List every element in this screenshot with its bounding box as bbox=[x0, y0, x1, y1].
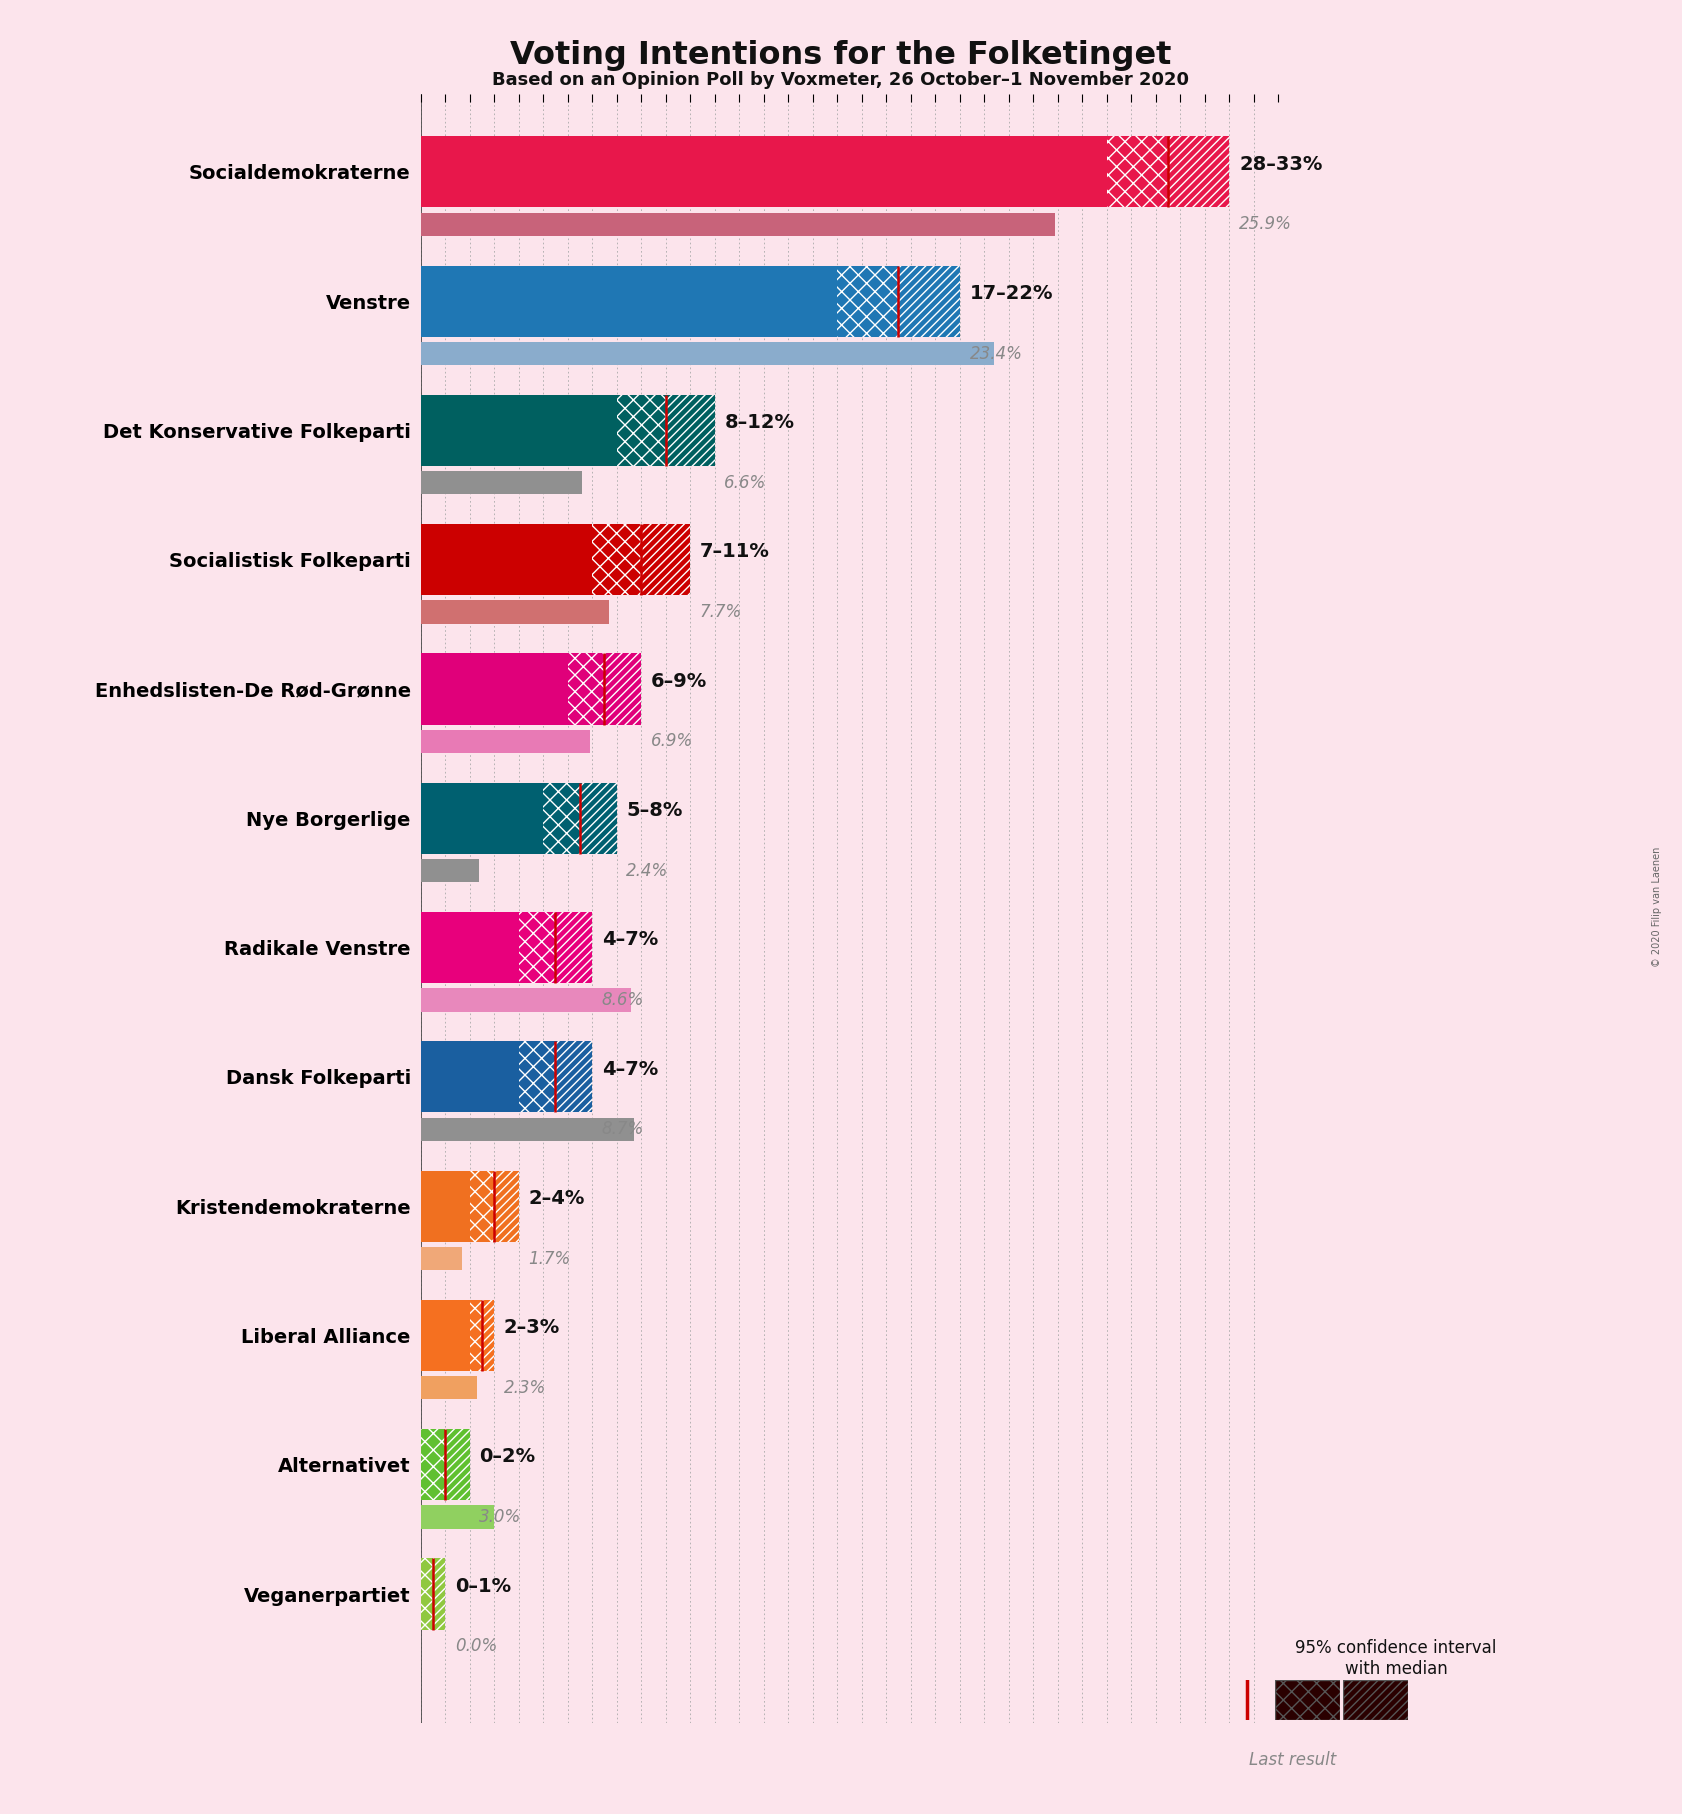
Text: 8–12%: 8–12% bbox=[725, 414, 794, 432]
Bar bbox=[420, 860, 479, 882]
Bar bbox=[838, 265, 898, 337]
Bar bbox=[617, 395, 666, 466]
Text: 2.4%: 2.4% bbox=[626, 862, 669, 880]
Bar bbox=[481, 1301, 495, 1371]
Bar bbox=[420, 1117, 634, 1141]
Bar bbox=[420, 472, 582, 495]
Text: 3.0%: 3.0% bbox=[479, 1507, 521, 1526]
Bar bbox=[420, 265, 838, 337]
Bar bbox=[420, 395, 617, 466]
Bar bbox=[420, 212, 1055, 236]
Text: Voting Intentions for the Folketinget: Voting Intentions for the Folketinget bbox=[510, 40, 1172, 71]
Bar bbox=[420, 1246, 463, 1270]
Bar bbox=[420, 600, 609, 624]
Bar bbox=[592, 524, 641, 595]
Text: 7–11%: 7–11% bbox=[700, 542, 770, 562]
Bar bbox=[469, 1301, 481, 1371]
Bar bbox=[567, 653, 604, 724]
Text: 23.4%: 23.4% bbox=[969, 345, 1023, 363]
Text: 17–22%: 17–22% bbox=[969, 285, 1053, 303]
Bar bbox=[420, 1377, 478, 1399]
Text: 6.6%: 6.6% bbox=[725, 473, 767, 492]
Text: Based on an Opinion Poll by Voxmeter, 26 October–1 November 2020: Based on an Opinion Poll by Voxmeter, 26… bbox=[493, 71, 1189, 89]
Bar bbox=[420, 1170, 469, 1243]
Text: 2.3%: 2.3% bbox=[505, 1379, 547, 1397]
Bar bbox=[1107, 136, 1167, 207]
Text: 1.7%: 1.7% bbox=[528, 1250, 570, 1268]
Bar bbox=[495, 1170, 518, 1243]
Bar bbox=[420, 989, 631, 1012]
Bar bbox=[1167, 136, 1230, 207]
Bar bbox=[420, 136, 1107, 207]
Text: 0–1%: 0–1% bbox=[454, 1576, 511, 1596]
Bar bbox=[420, 1429, 446, 1500]
Text: 6–9%: 6–9% bbox=[651, 671, 706, 691]
Bar bbox=[518, 912, 555, 983]
Bar bbox=[641, 524, 690, 595]
Text: 6.9%: 6.9% bbox=[651, 733, 693, 751]
Bar bbox=[580, 784, 617, 854]
Text: 4–7%: 4–7% bbox=[602, 931, 658, 949]
Bar bbox=[555, 912, 592, 983]
Bar bbox=[446, 1429, 469, 1500]
Text: 0.0%: 0.0% bbox=[454, 1638, 498, 1656]
Text: 8.7%: 8.7% bbox=[602, 1121, 644, 1137]
Bar bbox=[420, 1506, 495, 1529]
Bar bbox=[420, 524, 592, 595]
Bar bbox=[420, 729, 590, 753]
Bar bbox=[898, 265, 960, 337]
Text: 0–2%: 0–2% bbox=[479, 1448, 535, 1466]
Bar bbox=[420, 912, 518, 983]
Text: Last result: Last result bbox=[1250, 1751, 1336, 1769]
Bar bbox=[666, 395, 715, 466]
Text: 2–4%: 2–4% bbox=[528, 1188, 585, 1208]
Bar bbox=[420, 653, 567, 724]
Text: 8.6%: 8.6% bbox=[602, 990, 644, 1009]
Text: © 2020 Filip van Laenen: © 2020 Filip van Laenen bbox=[1652, 847, 1662, 967]
Text: 7.7%: 7.7% bbox=[700, 602, 742, 620]
Bar bbox=[604, 653, 641, 724]
Text: 25.9%: 25.9% bbox=[1240, 216, 1292, 234]
Text: 95% confidence interval
with median: 95% confidence interval with median bbox=[1295, 1640, 1497, 1678]
Bar bbox=[469, 1170, 495, 1243]
Bar bbox=[420, 784, 543, 854]
Bar bbox=[420, 1041, 518, 1112]
Bar bbox=[555, 1041, 592, 1112]
Bar bbox=[420, 1301, 469, 1371]
Bar bbox=[420, 341, 994, 365]
Bar bbox=[543, 784, 580, 854]
Bar bbox=[432, 1558, 446, 1629]
Text: 2–3%: 2–3% bbox=[505, 1319, 560, 1337]
Text: 5–8%: 5–8% bbox=[626, 802, 683, 820]
Bar bbox=[420, 1558, 432, 1629]
Text: 28–33%: 28–33% bbox=[1240, 154, 1322, 174]
Bar bbox=[518, 1041, 555, 1112]
Text: 4–7%: 4–7% bbox=[602, 1059, 658, 1079]
